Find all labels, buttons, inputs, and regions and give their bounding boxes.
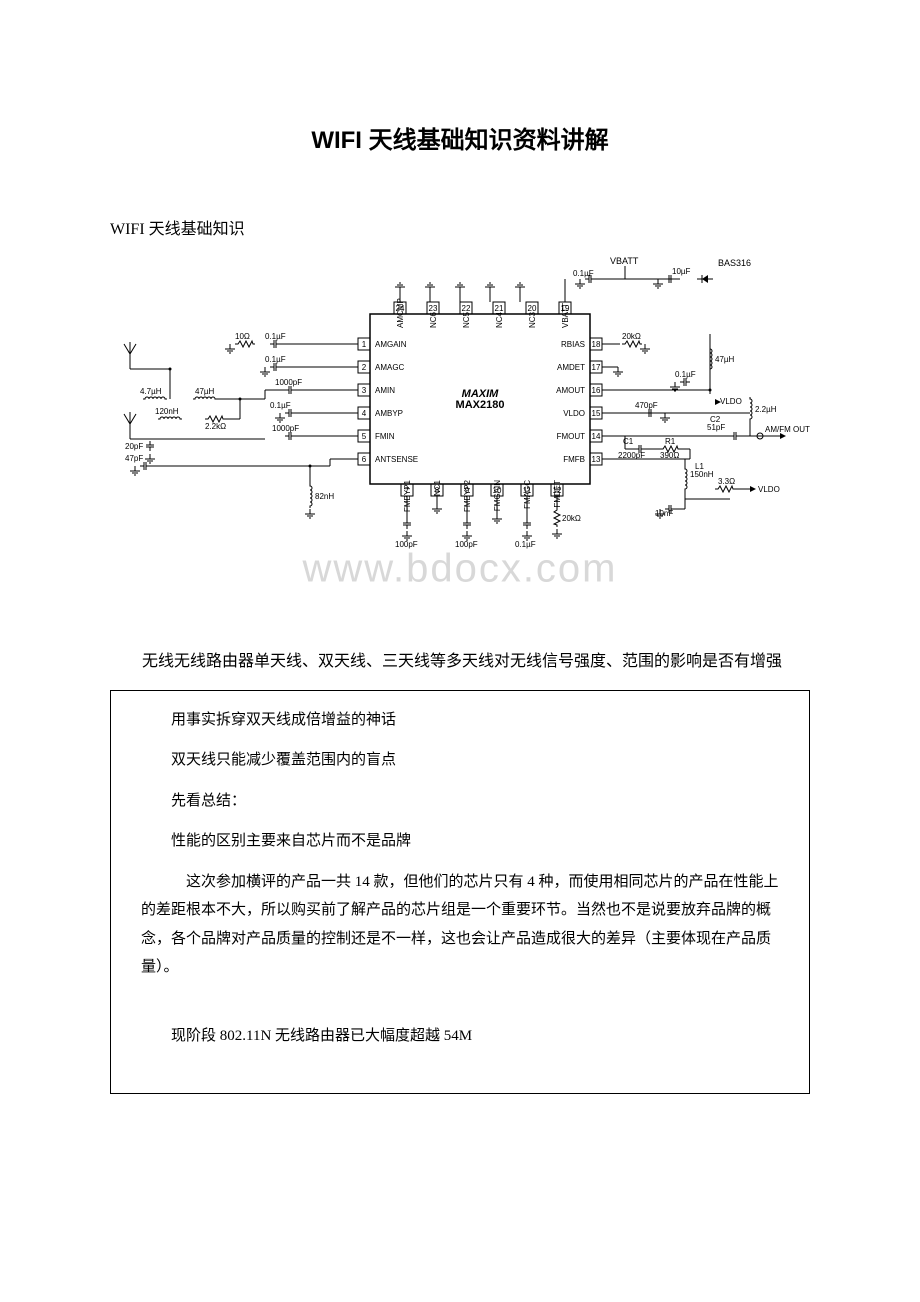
svg-text:16: 16: [592, 386, 601, 395]
svg-text:47µH: 47µH: [195, 387, 215, 396]
svg-text:NC4: NC4: [495, 311, 504, 328]
svg-text:23: 23: [429, 304, 438, 313]
svg-text:FMIN: FMIN: [375, 432, 395, 441]
box-line-3: 先看总结：: [141, 787, 779, 816]
svg-text:VLDO: VLDO: [720, 397, 742, 406]
svg-text:4: 4: [362, 409, 367, 418]
svg-text:NC6: NC6: [429, 311, 438, 328]
svg-text:100pF: 100pF: [395, 540, 418, 549]
svg-text:2: 2: [362, 363, 367, 372]
svg-text:VLDO: VLDO: [563, 409, 585, 418]
svg-text:10Ω: 10Ω: [235, 332, 250, 341]
svg-text:RBIAS: RBIAS: [561, 340, 585, 349]
svg-text:20kΩ: 20kΩ: [622, 332, 641, 341]
svg-text:R1: R1: [665, 437, 676, 446]
box-line-2: 双天线只能减少覆盖范围内的盲点: [141, 746, 779, 775]
svg-text:22: 22: [462, 304, 471, 313]
box-paragraph: 这次参加横评的产品一共 14 款，但他们的芯片只有 4 种，而使用相同芯片的产品…: [141, 868, 779, 982]
svg-text:0.1µF: 0.1µF: [265, 332, 286, 341]
svg-text:BAS316: BAS316: [718, 258, 751, 268]
svg-text:NC3: NC3: [528, 311, 537, 328]
subtitle: WIFI 天线基础知识: [110, 215, 810, 239]
svg-text:120nH: 120nH: [155, 407, 179, 416]
svg-text:3.3Ω: 3.3Ω: [718, 477, 735, 486]
svg-text:AMCMP: AMCMP: [396, 298, 405, 328]
svg-text:5: 5: [362, 432, 367, 441]
svg-text:0.1µF: 0.1µF: [515, 540, 536, 549]
box-line-4: 性能的区别主要来自芯片而不是品牌: [141, 827, 779, 856]
svg-text:14: 14: [592, 432, 601, 441]
svg-text:VLDO: VLDO: [758, 485, 780, 494]
svg-text:FMOUT: FMOUT: [557, 432, 586, 441]
svg-text:82nH: 82nH: [315, 492, 334, 501]
svg-text:1000pF: 1000pF: [275, 378, 302, 387]
svg-text:6: 6: [362, 455, 367, 464]
svg-text:AMAGC: AMAGC: [375, 363, 405, 372]
box-line-6: 现阶段 802.11N 无线路由器已大幅度超越 54M: [141, 1022, 779, 1051]
svg-text:ANTSENSE: ANTSENSE: [375, 455, 418, 464]
box-line-1: 用事实拆穿双天线成倍增益的神话: [141, 706, 779, 735]
svg-text:20pF: 20pF: [125, 442, 143, 451]
svg-text:150nH: 150nH: [690, 470, 714, 479]
circuit-svg: MAXIM MAX2180 24AMCMP23NC622NC521NC420NC…: [110, 254, 810, 624]
svg-text:47µH: 47µH: [715, 355, 735, 364]
svg-text:18: 18: [592, 340, 601, 349]
svg-text:1000pF: 1000pF: [272, 424, 299, 433]
svg-text:13: 13: [592, 455, 601, 464]
svg-text:4.7µH: 4.7µH: [140, 387, 162, 396]
svg-text:AMIN: AMIN: [375, 386, 395, 395]
svg-text:FMFB: FMFB: [563, 455, 585, 464]
intro-paragraph: 无线无线路由器单天线、双天线、三天线等多天线对无线信号强度、范围的影响是否有增强: [110, 649, 810, 675]
svg-text:100pF: 100pF: [455, 540, 478, 549]
svg-text:17: 17: [592, 363, 601, 372]
svg-text:AMDET: AMDET: [557, 363, 585, 372]
svg-text:AMGAIN: AMGAIN: [375, 340, 407, 349]
svg-text:0.1µF: 0.1µF: [270, 401, 291, 410]
circuit-diagram: www.bdocx.com: [110, 254, 810, 624]
svg-text:0.1µF: 0.1µF: [573, 269, 594, 278]
svg-text:470pF: 470pF: [635, 401, 658, 410]
svg-text:AM/FM OUTPUT: AM/FM OUTPUT: [765, 425, 810, 434]
content-box: 用事实拆穿双天线成倍增益的神话 双天线只能减少覆盖范围内的盲点 先看总结： 性能…: [110, 690, 810, 1094]
svg-text:47pF: 47pF: [125, 454, 143, 463]
svg-text:NC5: NC5: [462, 311, 471, 328]
svg-text:2.2µH: 2.2µH: [755, 405, 777, 414]
svg-text:10µF: 10µF: [672, 267, 691, 276]
svg-text:AMOUT: AMOUT: [556, 386, 585, 395]
svg-text:21: 21: [495, 304, 504, 313]
svg-text:0.1µF: 0.1µF: [265, 355, 286, 364]
svg-text:51pF: 51pF: [707, 423, 725, 432]
svg-text:2.2kΩ: 2.2kΩ: [205, 422, 226, 431]
svg-text:20: 20: [528, 304, 537, 313]
svg-text:3: 3: [362, 386, 367, 395]
svg-text:1: 1: [362, 340, 367, 349]
svg-text:20kΩ: 20kΩ: [562, 514, 581, 523]
svg-text:0.1µF: 0.1µF: [675, 370, 696, 379]
svg-text:MAX2180: MAX2180: [456, 399, 505, 411]
svg-text:VBATT: VBATT: [610, 256, 639, 266]
svg-text:NC1: NC1: [433, 479, 442, 496]
svg-text:VBATT: VBATT: [561, 303, 570, 328]
svg-text:15: 15: [592, 409, 601, 418]
page-title: WIFI 天线基础知识资料讲解: [110, 120, 810, 155]
svg-text:AMBYP: AMBYP: [375, 409, 403, 418]
